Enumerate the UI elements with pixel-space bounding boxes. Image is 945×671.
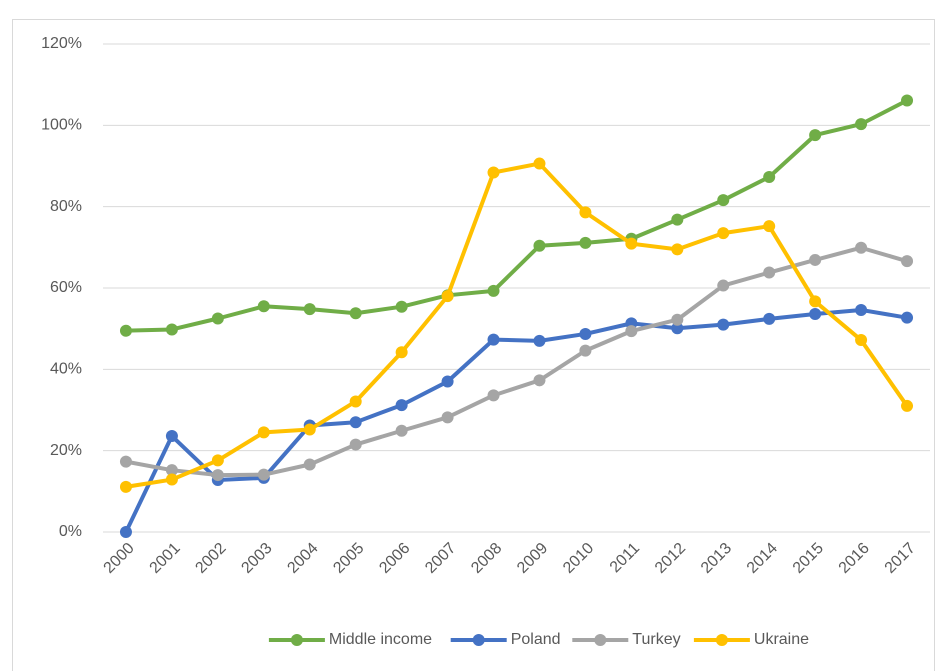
data-point [257,300,270,313]
data-point [809,253,822,266]
series-line [125,98,908,333]
data-point [533,374,546,387]
data-point [395,346,408,359]
data-point [211,469,224,482]
legend-label: Poland [511,631,561,648]
data-point [717,194,730,207]
data-point [533,157,546,170]
data-point [165,430,178,443]
y-tick-label: 60% [50,279,82,296]
data-point [119,526,132,538]
data-point [349,307,362,320]
y-tick-label: 20% [50,442,82,459]
legend-marker [290,634,303,646]
data-point [303,423,316,436]
data-point [441,375,454,388]
legend-label: Turkey [632,631,680,648]
data-point [809,308,822,321]
data-point [809,295,822,308]
data-point [349,395,362,408]
legend-label: Ukraine [754,631,809,648]
data-point [257,468,270,481]
data-point [579,327,592,340]
data-point [671,213,684,226]
series-line [125,245,908,478]
data-point [487,333,500,346]
data-point [901,255,914,268]
data-point [855,118,868,131]
data-point [671,322,684,335]
series-line [124,307,908,533]
series-line [125,161,909,489]
data-point [855,303,868,316]
data-point [855,241,868,254]
data-point [165,464,178,477]
data-point [625,237,638,250]
data-point [763,170,776,183]
data-point [533,239,546,252]
data-point [533,334,546,347]
data-point [763,266,776,279]
data-point [441,411,454,424]
y-tick-label: 80% [50,198,82,215]
y-tick-label: 0% [59,523,82,540]
data-point [487,166,500,179]
data-point [487,284,500,297]
data-point [165,323,178,336]
data-point [165,473,178,486]
data-point [901,311,914,324]
data-point [119,480,132,493]
y-tick-label: 120% [41,35,82,52]
data-point [395,399,408,412]
data-point [625,325,638,338]
data-point [579,206,592,219]
legend-marker [594,634,607,646]
legend-marker [715,634,728,646]
data-point [717,318,730,331]
data-point [763,220,776,233]
data-point [303,458,316,471]
legend-label: Middle income [329,631,432,648]
data-point [441,290,454,303]
data-point [671,313,684,326]
data-point [395,300,408,313]
data-point [211,454,224,467]
data-point [119,324,132,337]
data-point [579,236,592,249]
data-point [303,303,316,316]
y-tick-label: 40% [50,361,82,378]
data-point [395,424,408,437]
data-point [211,312,224,325]
legend-marker [472,634,485,646]
data-point [119,455,132,468]
data-point [809,129,822,142]
data-point [349,416,362,429]
data-point [579,344,592,357]
data-point [671,243,684,256]
data-point [855,334,868,347]
data-point [901,399,914,412]
data-point [349,438,362,451]
data-point [901,94,914,107]
chart-border [12,19,935,671]
data-point [763,312,776,325]
data-point [257,426,270,439]
data-point [717,227,730,240]
data-point [487,389,500,402]
y-tick-label: 100% [41,117,82,134]
data-point [717,279,730,292]
